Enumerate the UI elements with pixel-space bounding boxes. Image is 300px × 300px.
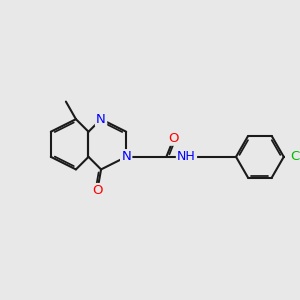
Text: O: O (92, 184, 103, 197)
Text: N: N (121, 150, 131, 164)
Text: Cl: Cl (290, 150, 300, 164)
Text: N: N (96, 113, 106, 126)
Text: O: O (169, 131, 179, 145)
Text: NH: NH (177, 150, 196, 164)
